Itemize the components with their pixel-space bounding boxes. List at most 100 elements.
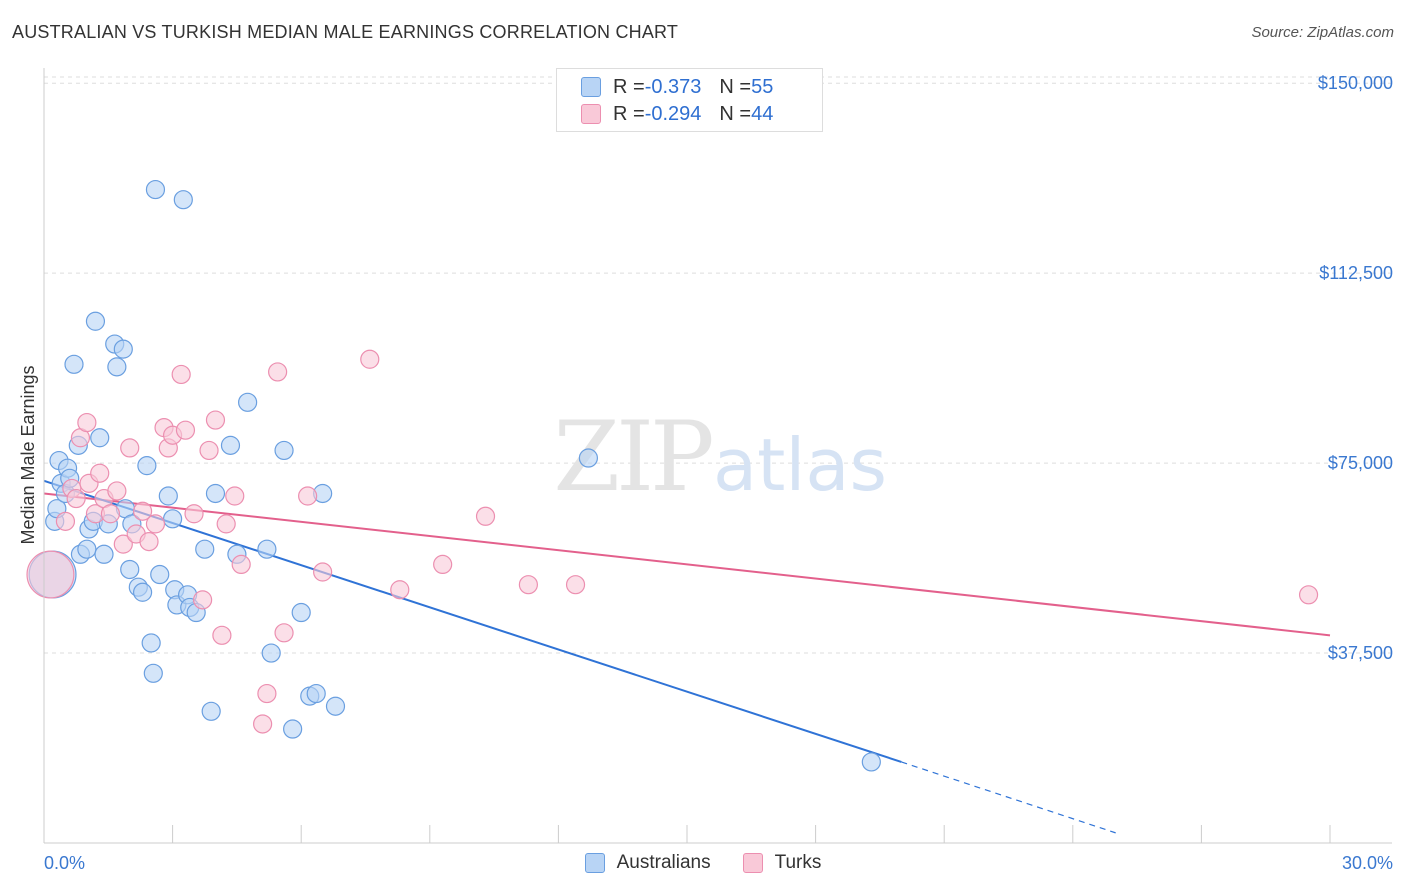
- australians-point: [150, 564, 170, 585]
- australians-trend-extension: [901, 761, 1116, 834]
- turks-point: [171, 364, 191, 385]
- legend-n-label: N =: [719, 102, 752, 125]
- turks-point: [565, 575, 586, 595]
- chart-title: AUSTRALIAN VS TURKISH MEDIAN MALE EARNIN…: [12, 22, 679, 42]
- trend-lines: [43, 479, 1331, 834]
- australians-point: [274, 440, 294, 461]
- australians-point: [132, 582, 153, 602]
- legend-r-value: -0.373: [644, 75, 702, 98]
- turks-point: [139, 532, 159, 552]
- australians-point: [173, 190, 193, 210]
- australians-point: [257, 539, 277, 559]
- turks-point: [90, 463, 110, 483]
- australians-point: [306, 683, 326, 704]
- turks-point: [193, 590, 213, 610]
- axes: $37,500 $75,000 $112,500 $150,000 0.0% 30.0%: [43, 68, 1393, 873]
- turks-point: [360, 349, 380, 369]
- turks-point: [107, 481, 127, 501]
- turks-point: [199, 440, 219, 461]
- watermark: ZIP atlas: [553, 401, 887, 513]
- legend-row-turks: R = -0.294 N = 44: [581, 101, 773, 127]
- turks-point: [120, 438, 140, 458]
- turks-point: [1298, 585, 1319, 605]
- legend-label-turks: Turks: [774, 852, 822, 873]
- turks-point: [55, 511, 76, 531]
- y-axis-label: Median Male Earnings: [18, 365, 38, 544]
- data-points: [26, 179, 1319, 772]
- turks-point: [212, 625, 232, 645]
- turks-point: [257, 683, 277, 704]
- turks-point: [298, 486, 318, 506]
- turks-point: [253, 714, 273, 734]
- australians-point: [220, 435, 241, 455]
- turks-point: [313, 562, 333, 582]
- y-tick-label: $75,000: [1328, 453, 1393, 473]
- turks-point: [175, 420, 196, 440]
- australians-point: [291, 602, 311, 623]
- turks-point: [268, 362, 288, 382]
- turks-swatch: [742, 853, 763, 873]
- australians-point: [261, 643, 281, 663]
- australians-point: [120, 559, 140, 580]
- turks-point: [216, 514, 236, 534]
- turks-point: [475, 506, 496, 526]
- australians-point: [325, 696, 346, 716]
- turks-point: [100, 504, 121, 524]
- australians-point: [205, 483, 226, 504]
- australians-point: [94, 544, 114, 564]
- australians-trend-line: [43, 479, 902, 763]
- y-tick-label: $150,000: [1318, 73, 1393, 93]
- australians-point: [861, 752, 881, 772]
- source-credit: Source: ZipAtlas.com: [1251, 24, 1394, 41]
- australians-point: [107, 357, 127, 377]
- turks-point: [113, 534, 133, 554]
- australians-point: [158, 486, 178, 506]
- legend-r-label: R =: [613, 75, 645, 98]
- correlation-legend: R = -0.373 N = 55 R = -0.294 N = 44: [556, 68, 823, 132]
- turks-trend-line: [43, 492, 1331, 637]
- australians-point: [64, 354, 84, 374]
- australians-point: [283, 719, 303, 739]
- australians-point: [145, 179, 166, 200]
- australians-point: [143, 663, 163, 683]
- australians-point: [141, 633, 161, 653]
- y-tick-label: $112,500: [1319, 263, 1393, 283]
- legend-n-label: N =: [719, 75, 752, 98]
- watermark-atlas: atlas: [713, 423, 887, 507]
- australians-point: [163, 509, 183, 529]
- turks-point: [77, 412, 97, 433]
- australians-point: [85, 311, 106, 331]
- australians-point: [90, 428, 110, 448]
- legend-item-turks[interactable]: Turks: [742, 852, 822, 874]
- turks-point: [231, 554, 251, 575]
- australians-point: [578, 448, 599, 468]
- series-legend: Australians Turks: [0, 852, 1406, 874]
- australians-point: [195, 539, 215, 559]
- x-tick-label: 30.0%: [1342, 853, 1393, 873]
- legend-item-australians[interactable]: Australians: [584, 852, 711, 874]
- turks-point: [205, 410, 226, 430]
- australians-swatch: [584, 853, 605, 873]
- x-tick-label: 0.0%: [44, 853, 85, 873]
- australians-swatch: [581, 77, 601, 97]
- turks-point: [145, 514, 166, 534]
- turks-point: [132, 501, 153, 521]
- australians-point: [201, 701, 221, 721]
- turks-point: [184, 504, 204, 524]
- legend-row-australians: R = -0.373 N = 55: [581, 74, 773, 100]
- australians-point: [137, 456, 157, 476]
- legend-r-label: R =: [613, 102, 645, 125]
- legend-n-value: 44: [751, 102, 774, 125]
- watermark-zip: ZIP: [553, 401, 712, 513]
- y-tick-label: $37,500: [1328, 643, 1393, 663]
- australians-point: [77, 539, 97, 559]
- turks-swatch: [581, 104, 601, 124]
- turks-point: [390, 580, 410, 600]
- turks-point: [225, 486, 245, 506]
- turks-point: [518, 575, 538, 595]
- australians-point: [238, 392, 258, 412]
- turks-point: [26, 550, 75, 599]
- australians-point: [113, 339, 133, 359]
- legend-label-australians: Australians: [616, 852, 711, 873]
